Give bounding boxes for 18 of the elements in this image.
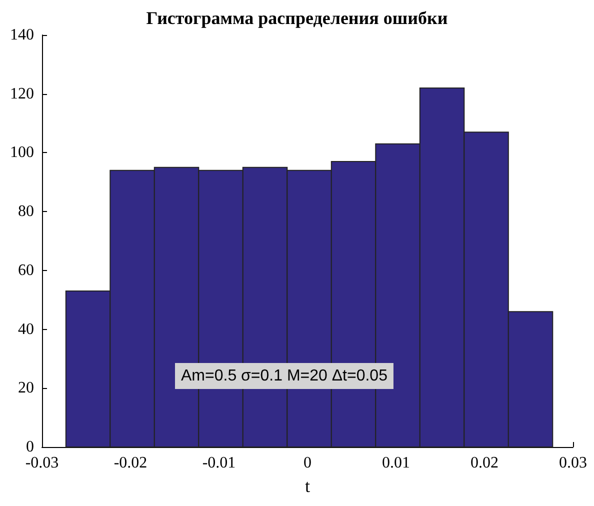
- y-tick-label: 120: [10, 85, 34, 102]
- x-tick-label: -0.03: [25, 454, 59, 472]
- x-tick-label: -0.01: [202, 454, 236, 472]
- y-tick-label: 0: [26, 438, 34, 456]
- annotation: Am=0.5 σ=0.1 M=20 Δt=0.05: [181, 368, 388, 384]
- x-tick-label: -0.02: [114, 454, 148, 472]
- x-tick-label: 0: [304, 454, 312, 472]
- x-axis-title: t: [304, 476, 310, 496]
- chart-title: Гистограмма распределения ошибки: [146, 8, 448, 28]
- y-tick-label: 100: [10, 144, 34, 162]
- y-tick-label: 140: [10, 26, 34, 44]
- y-tick-label: 20: [18, 380, 34, 397]
- y-tick-label: 40: [18, 320, 34, 338]
- y-tick-label: 60: [18, 262, 34, 279]
- x-tick-label: 0.03: [559, 454, 587, 472]
- x-tick-label: 0.02: [470, 454, 498, 472]
- x-tick-label: 0.01: [382, 454, 410, 472]
- y-tick-label: 80: [18, 203, 34, 220]
